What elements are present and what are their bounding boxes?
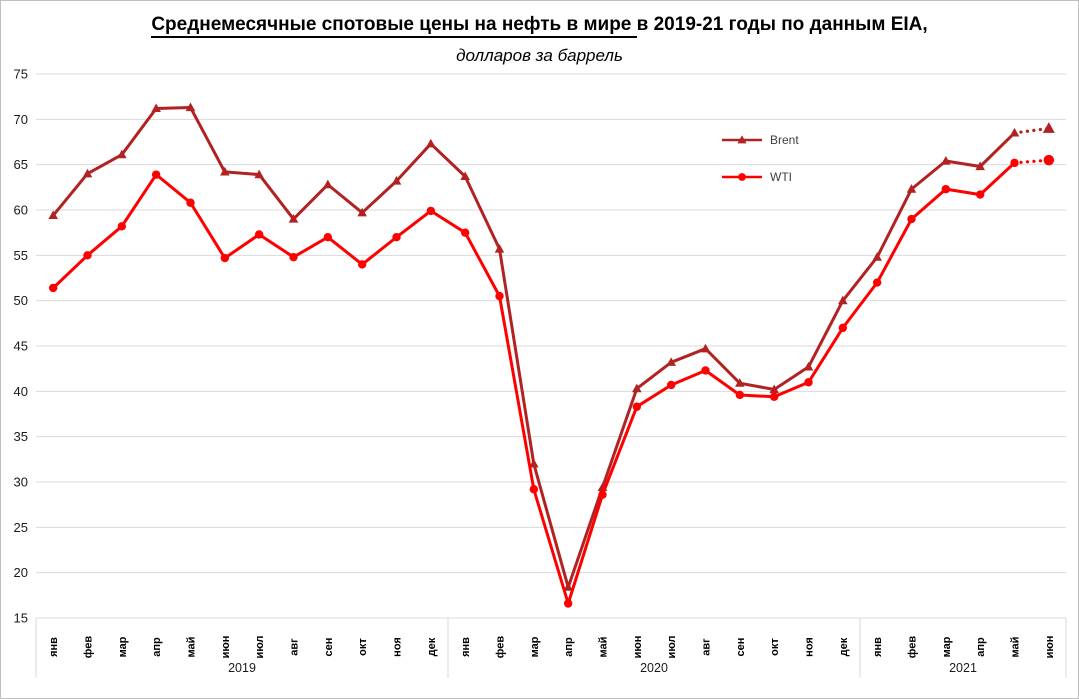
chart-header: Среднемесячные спотовые цены на нефть в … [1, 11, 1078, 70]
legend-item-brent: Brent [721, 133, 799, 147]
svg-text:апр: апр [975, 637, 987, 657]
svg-text:35: 35 [14, 429, 28, 444]
svg-text:ноя: ноя [804, 637, 816, 657]
svg-text:фев: фев [907, 636, 919, 659]
svg-text:янв: янв [48, 637, 60, 657]
chart-subtitle: долларов за баррель [456, 46, 623, 65]
svg-text:дек: дек [426, 637, 438, 656]
svg-text:мар: мар [529, 636, 541, 657]
svg-text:70: 70 [14, 112, 28, 127]
svg-text:июн: июн [1044, 636, 1056, 659]
wti-line-icon [722, 173, 762, 181]
svg-text:май: май [1010, 637, 1022, 658]
svg-text:апр: апр [563, 637, 575, 657]
chart-title-underlined: Среднемесячные спотовые цены на нефть в … [151, 14, 637, 38]
svg-text:45: 45 [14, 339, 28, 354]
svg-text:сен: сен [323, 638, 335, 657]
svg-text:ноя: ноя [392, 637, 404, 657]
chart-title: Среднемесячные спотовые цены на нефть в … [1, 11, 1078, 39]
chart-title-rest: в 2019-21 годы по данным EIA, [636, 14, 928, 35]
svg-text:50: 50 [14, 293, 28, 308]
svg-text:2021: 2021 [949, 661, 977, 675]
svg-text:июн: июн [632, 636, 644, 659]
svg-text:75: 75 [14, 67, 28, 82]
svg-text:фев: фев [83, 636, 95, 659]
svg-text:30: 30 [14, 475, 28, 490]
svg-text:окт: окт [357, 638, 369, 656]
svg-text:40: 40 [14, 384, 28, 399]
legend: Brent WTI [721, 133, 799, 184]
svg-text:июн: июн [220, 636, 232, 659]
svg-text:55: 55 [14, 248, 28, 263]
svg-text:окт: окт [769, 638, 781, 656]
svg-text:дек: дек [838, 637, 850, 656]
svg-text:60: 60 [14, 203, 28, 218]
svg-text:июл: июл [666, 636, 678, 659]
svg-text:май: май [186, 637, 198, 658]
svg-text:янв: янв [460, 637, 472, 657]
svg-text:авг: авг [701, 638, 713, 656]
svg-text:авг: авг [289, 638, 301, 656]
svg-text:янв: янв [872, 637, 884, 657]
svg-text:2019: 2019 [228, 661, 256, 675]
svg-text:2020: 2020 [640, 661, 668, 675]
svg-text:65: 65 [14, 157, 28, 172]
svg-text:25: 25 [14, 520, 28, 535]
svg-text:фев: фев [495, 636, 507, 659]
svg-text:20: 20 [14, 565, 28, 580]
svg-text:апр: апр [151, 637, 163, 657]
legend-label-wti: WTI [770, 170, 792, 184]
svg-text:сен: сен [735, 638, 747, 657]
legend-item-wti: WTI [721, 170, 799, 184]
svg-text:июл: июл [254, 636, 266, 659]
brent-line-icon [722, 135, 762, 144]
svg-text:мар: мар [941, 636, 953, 657]
svg-text:май: май [598, 637, 610, 658]
legend-label-brent: Brent [770, 133, 799, 147]
svg-text:мар: мар [117, 636, 129, 657]
svg-text:15: 15 [14, 611, 28, 626]
